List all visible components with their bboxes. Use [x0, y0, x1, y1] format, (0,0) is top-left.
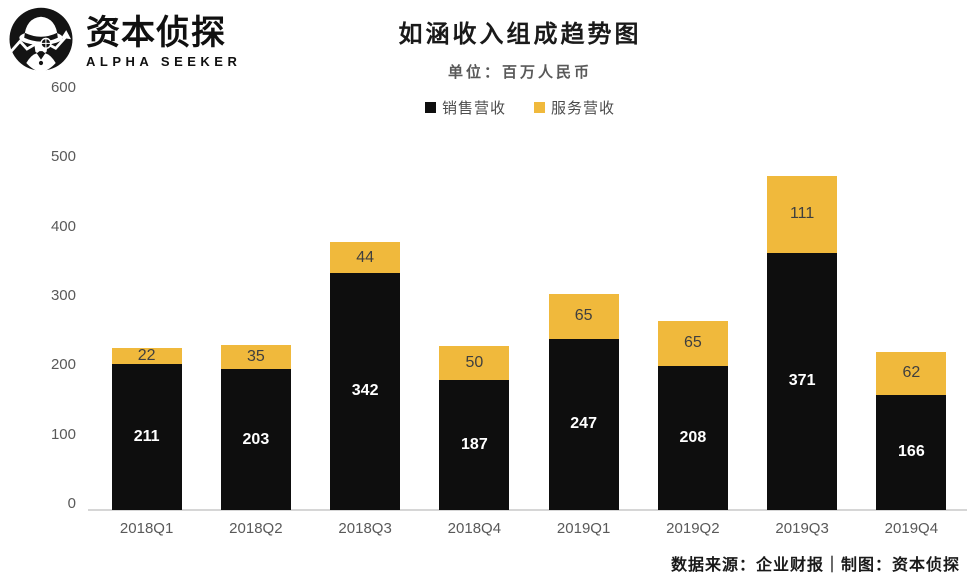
- chart-subtitle: 单位：百万人民币: [447, 65, 592, 81]
- bar-segment-service-2018Q2: 35: [220, 345, 291, 370]
- legend-item-service: 服务营收: [534, 97, 615, 118]
- value-label-sales-2018Q1: 211: [133, 427, 160, 445]
- bar-segment-service-2019Q4: 62: [876, 351, 947, 395]
- x-axis-tick-2019Q3: 2019Q3: [775, 520, 829, 537]
- value-label-service-2018Q2: 35: [246, 348, 265, 366]
- y-axis-tick-300: 300: [50, 287, 76, 304]
- y-axis-tick-0: 0: [67, 495, 76, 512]
- value-label-service-2019Q2: 65: [683, 334, 702, 352]
- bar-2018Q1: 22 211: [111, 347, 182, 510]
- bar-segment-sales-2019Q4: 166: [876, 394, 947, 510]
- value-label-sales-2018Q3: 342: [351, 382, 379, 400]
- bar-segment-sales-2018Q1: 211: [111, 363, 182, 510]
- bar-segment-sales-2018Q2: 203: [220, 369, 291, 510]
- x-axis-tick-2019Q1: 2019Q1: [556, 520, 611, 537]
- brand-name: 资本侦探: [86, 12, 226, 53]
- legend-item-sales: 销售营收: [424, 97, 506, 118]
- bar-segment-sales-2019Q3: 371: [767, 252, 838, 510]
- x-axis-tick-2019Q2: 2019Q2: [666, 520, 720, 537]
- bar-segment-service-2018Q4: 50: [439, 345, 510, 381]
- bar-2018Q3: 44 342: [330, 242, 401, 510]
- y-axis-tick-600: 600: [50, 79, 76, 96]
- value-label-service-2018Q3: 44: [356, 248, 375, 266]
- brand-subtitle: ALPHA SEEKER: [86, 54, 242, 70]
- x-axis-tick-2018Q4: 2018Q4: [447, 520, 502, 537]
- brand-logo: 资本侦探 ALPHA SEEKER: [6, 6, 241, 78]
- value-label-sales-2019Q2: 208: [679, 428, 707, 446]
- x-axis-tick-2018Q3: 2018Q3: [338, 520, 392, 537]
- x-axis-tick-2019Q4: 2019Q4: [884, 520, 939, 537]
- detective-logo-icon: [8, 7, 73, 72]
- legend-label-service: 服务营收: [551, 100, 616, 117]
- bar-segment-service-2018Q3: 44: [330, 242, 401, 273]
- chart-title: 如涵收入组成趋势图: [398, 22, 642, 48]
- value-label-sales-2018Q2: 203: [242, 430, 270, 448]
- bar-2018Q2: 35 203: [220, 345, 291, 510]
- legend: 销售营收 服务营收: [300, 97, 740, 118]
- value-label-sales-2019Q3: 371: [788, 372, 816, 390]
- x-axis-tick-2018Q2: 2018Q2: [229, 520, 283, 537]
- legend-label-sales: 销售营收: [441, 100, 506, 117]
- x-axis-tick-2018Q1: 2018Q1: [119, 520, 174, 537]
- value-label-sales-2018Q4: 187: [461, 436, 488, 454]
- bar-segment-service-2019Q1: 65: [548, 293, 619, 339]
- value-label-sales-2019Q4: 166: [898, 443, 925, 461]
- bar-2019Q1: 65 247: [548, 293, 619, 510]
- y-axis-tick-500: 500: [50, 148, 76, 166]
- value-label-sales-2019Q1: 247: [570, 415, 597, 433]
- source-note: 数据来源：企业财报｜制图：资本侦探: [670, 557, 960, 574]
- bar-segment-sales-2018Q3: 342: [330, 272, 401, 510]
- sales-swatch-icon: [424, 102, 436, 113]
- bar-segment-sales-2019Q2: 208: [657, 365, 728, 510]
- y-axis-tick-100: 100: [50, 425, 76, 443]
- y-axis-tick-200: 200: [50, 356, 76, 374]
- service-swatch-icon: [534, 102, 545, 113]
- value-label-service-2018Q4: 50: [465, 354, 484, 372]
- y-axis-tick-400: 400: [50, 217, 76, 235]
- bar-2018Q4: 50 187: [439, 345, 510, 510]
- bar-segment-service-2018Q1: 22: [111, 347, 182, 365]
- bar-2019Q3: 111 371: [767, 175, 838, 510]
- value-label-service-2019Q4: 62: [902, 364, 921, 382]
- bar-segment-sales-2018Q4: 187: [439, 380, 510, 510]
- bar-segment-service-2019Q2: 65: [657, 320, 728, 366]
- value-label-service-2019Q3: 111: [789, 205, 815, 223]
- value-label-service-2019Q1: 65: [574, 307, 593, 325]
- bar-segment-sales-2019Q1: 247: [548, 338, 619, 510]
- bar-segment-service-2019Q3: 111: [767, 175, 838, 253]
- x-axis-line: [88, 509, 967, 511]
- value-label-service-2018Q1: 22: [137, 347, 156, 365]
- bar-2019Q2: 65 208: [657, 320, 728, 510]
- bar-2019Q4: 62 166: [876, 351, 947, 510]
